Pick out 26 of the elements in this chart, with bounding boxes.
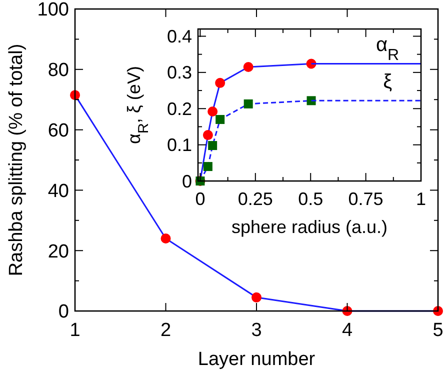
x-tick-label: 3 xyxy=(251,320,262,341)
x-tick-label: 0 xyxy=(195,189,206,209)
y-tick-label: 0.4 xyxy=(166,26,192,47)
text: α$_{R}$ xyxy=(376,34,400,64)
x-axis-title: Layer number xyxy=(198,349,316,370)
x-tick-label: 0.25 xyxy=(238,189,273,209)
y-tick-label: 0 xyxy=(58,302,69,323)
y-tick-label: 0.2 xyxy=(166,98,192,119)
x-axis-title: sphere radius (a.u.) xyxy=(231,217,388,237)
y-tick-label: 100 xyxy=(37,0,69,21)
y-tick-label: 0.3 xyxy=(166,62,192,83)
x-tick-label: 4 xyxy=(342,320,353,341)
x-tick-label: 0.75 xyxy=(348,189,384,209)
x-tick-label: 1 xyxy=(416,189,426,209)
text: ξ xyxy=(383,70,392,93)
y-tick-label: 0 xyxy=(182,171,192,192)
y-tick-label: 40 xyxy=(48,180,69,202)
x-tick-label: 5 xyxy=(432,320,444,341)
y-tick-label: 0.1 xyxy=(166,135,192,156)
x-tick-label: 2 xyxy=(160,320,172,341)
y-tick-label: 80 xyxy=(48,60,69,82)
x-tick-label: 0.5 xyxy=(298,189,324,209)
x-tick-label: 1 xyxy=(70,320,80,341)
y-tick-label: 20 xyxy=(48,241,69,262)
y-tick-label: 60 xyxy=(48,120,69,142)
y-axis-title: Rashba splitting (% of total) xyxy=(6,44,27,276)
